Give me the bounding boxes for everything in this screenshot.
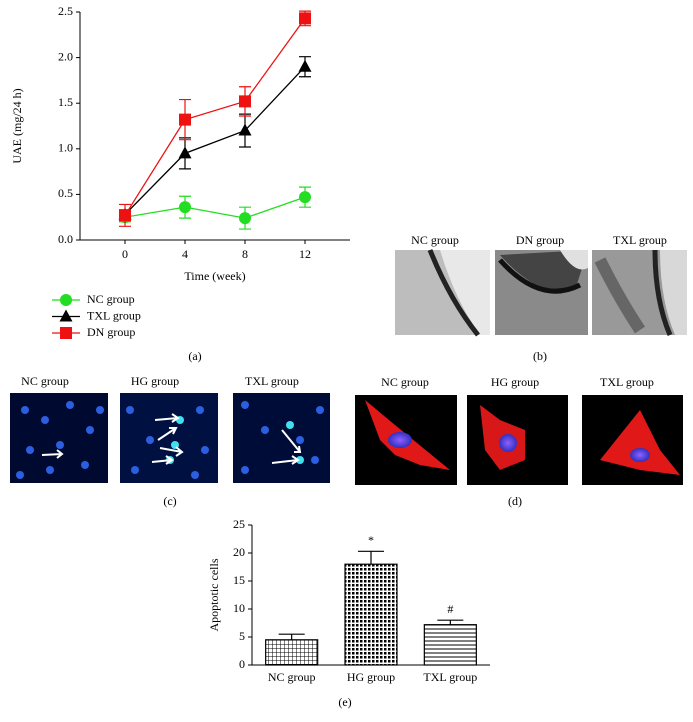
marker (299, 191, 311, 204)
legend-marker (59, 309, 73, 322)
x-tick-label: 12 (299, 247, 311, 261)
panel-label: (d) (508, 494, 522, 508)
bar (265, 639, 319, 666)
x-tick-label: NC group (268, 670, 316, 684)
bar (344, 563, 398, 666)
panel-label: (c) (163, 494, 176, 508)
x-tick-label: 0 (122, 247, 128, 261)
error-bar (358, 550, 384, 565)
marker (179, 113, 191, 126)
marker (238, 123, 252, 136)
y-tick-label: 0.0 (58, 232, 73, 246)
error-bar (437, 619, 464, 625)
legend-label: NC group (87, 292, 135, 306)
cytoskeleton-images (355, 395, 683, 485)
group-label: HG group (491, 375, 539, 389)
x-tick-label: 4 (182, 247, 188, 261)
marker (299, 12, 311, 25)
series-line (124, 18, 306, 216)
annotation: * (368, 533, 374, 547)
error-bar (278, 633, 305, 640)
y-tick-label: 0.5 (58, 186, 73, 200)
group-label: TXL group (613, 233, 667, 247)
marker (298, 59, 312, 72)
bar (423, 624, 477, 666)
annotation: # (447, 602, 453, 616)
fluorescence-images (10, 393, 330, 483)
group-label: NC group (411, 233, 459, 247)
panel-label: (e) (338, 695, 351, 709)
y-tick-label: 2.0 (58, 49, 73, 63)
y-tick-label: 5 (239, 629, 245, 643)
y-tick-label: 0 (239, 657, 245, 671)
marker (119, 209, 131, 222)
tem-images (395, 249, 687, 337)
panel-label: (a) (188, 349, 201, 363)
marker (179, 201, 191, 214)
series-line (124, 196, 306, 219)
legend-label: TXL group (87, 308, 141, 322)
x-tick-label: 8 (242, 247, 248, 261)
y-tick-label: 25 (233, 517, 245, 531)
group-label: NC group (381, 375, 429, 389)
y-tick-label: 20 (233, 545, 245, 559)
group-label: TXL group (245, 374, 299, 388)
group-label: DN group (516, 233, 564, 247)
x-axis-label: Time (week) (184, 269, 245, 283)
marker (239, 95, 251, 108)
y-tick-label: 15 (233, 573, 245, 587)
legend-marker (60, 294, 72, 306)
legend-label: DN group (87, 325, 135, 339)
y-tick-label: 1.0 (58, 141, 73, 155)
y-tick-label: 2.5 (58, 4, 73, 18)
y-axis-label: Apoptotic cells (207, 558, 221, 631)
group-label: TXL group (600, 375, 654, 389)
y-tick-label: 10 (233, 601, 245, 615)
x-tick-label: HG group (347, 670, 395, 684)
panel-label: (b) (533, 349, 547, 363)
series-line (124, 66, 306, 215)
group-label: HG group (131, 374, 179, 388)
marker (178, 146, 192, 159)
legend-marker (60, 327, 72, 339)
x-tick-label: TXL group (423, 670, 477, 684)
marker (239, 212, 251, 225)
group-label: NC group (21, 374, 69, 388)
y-tick-label: 1.5 (58, 95, 73, 109)
y-axis-label: UAE (mg/24 h) (10, 88, 24, 163)
